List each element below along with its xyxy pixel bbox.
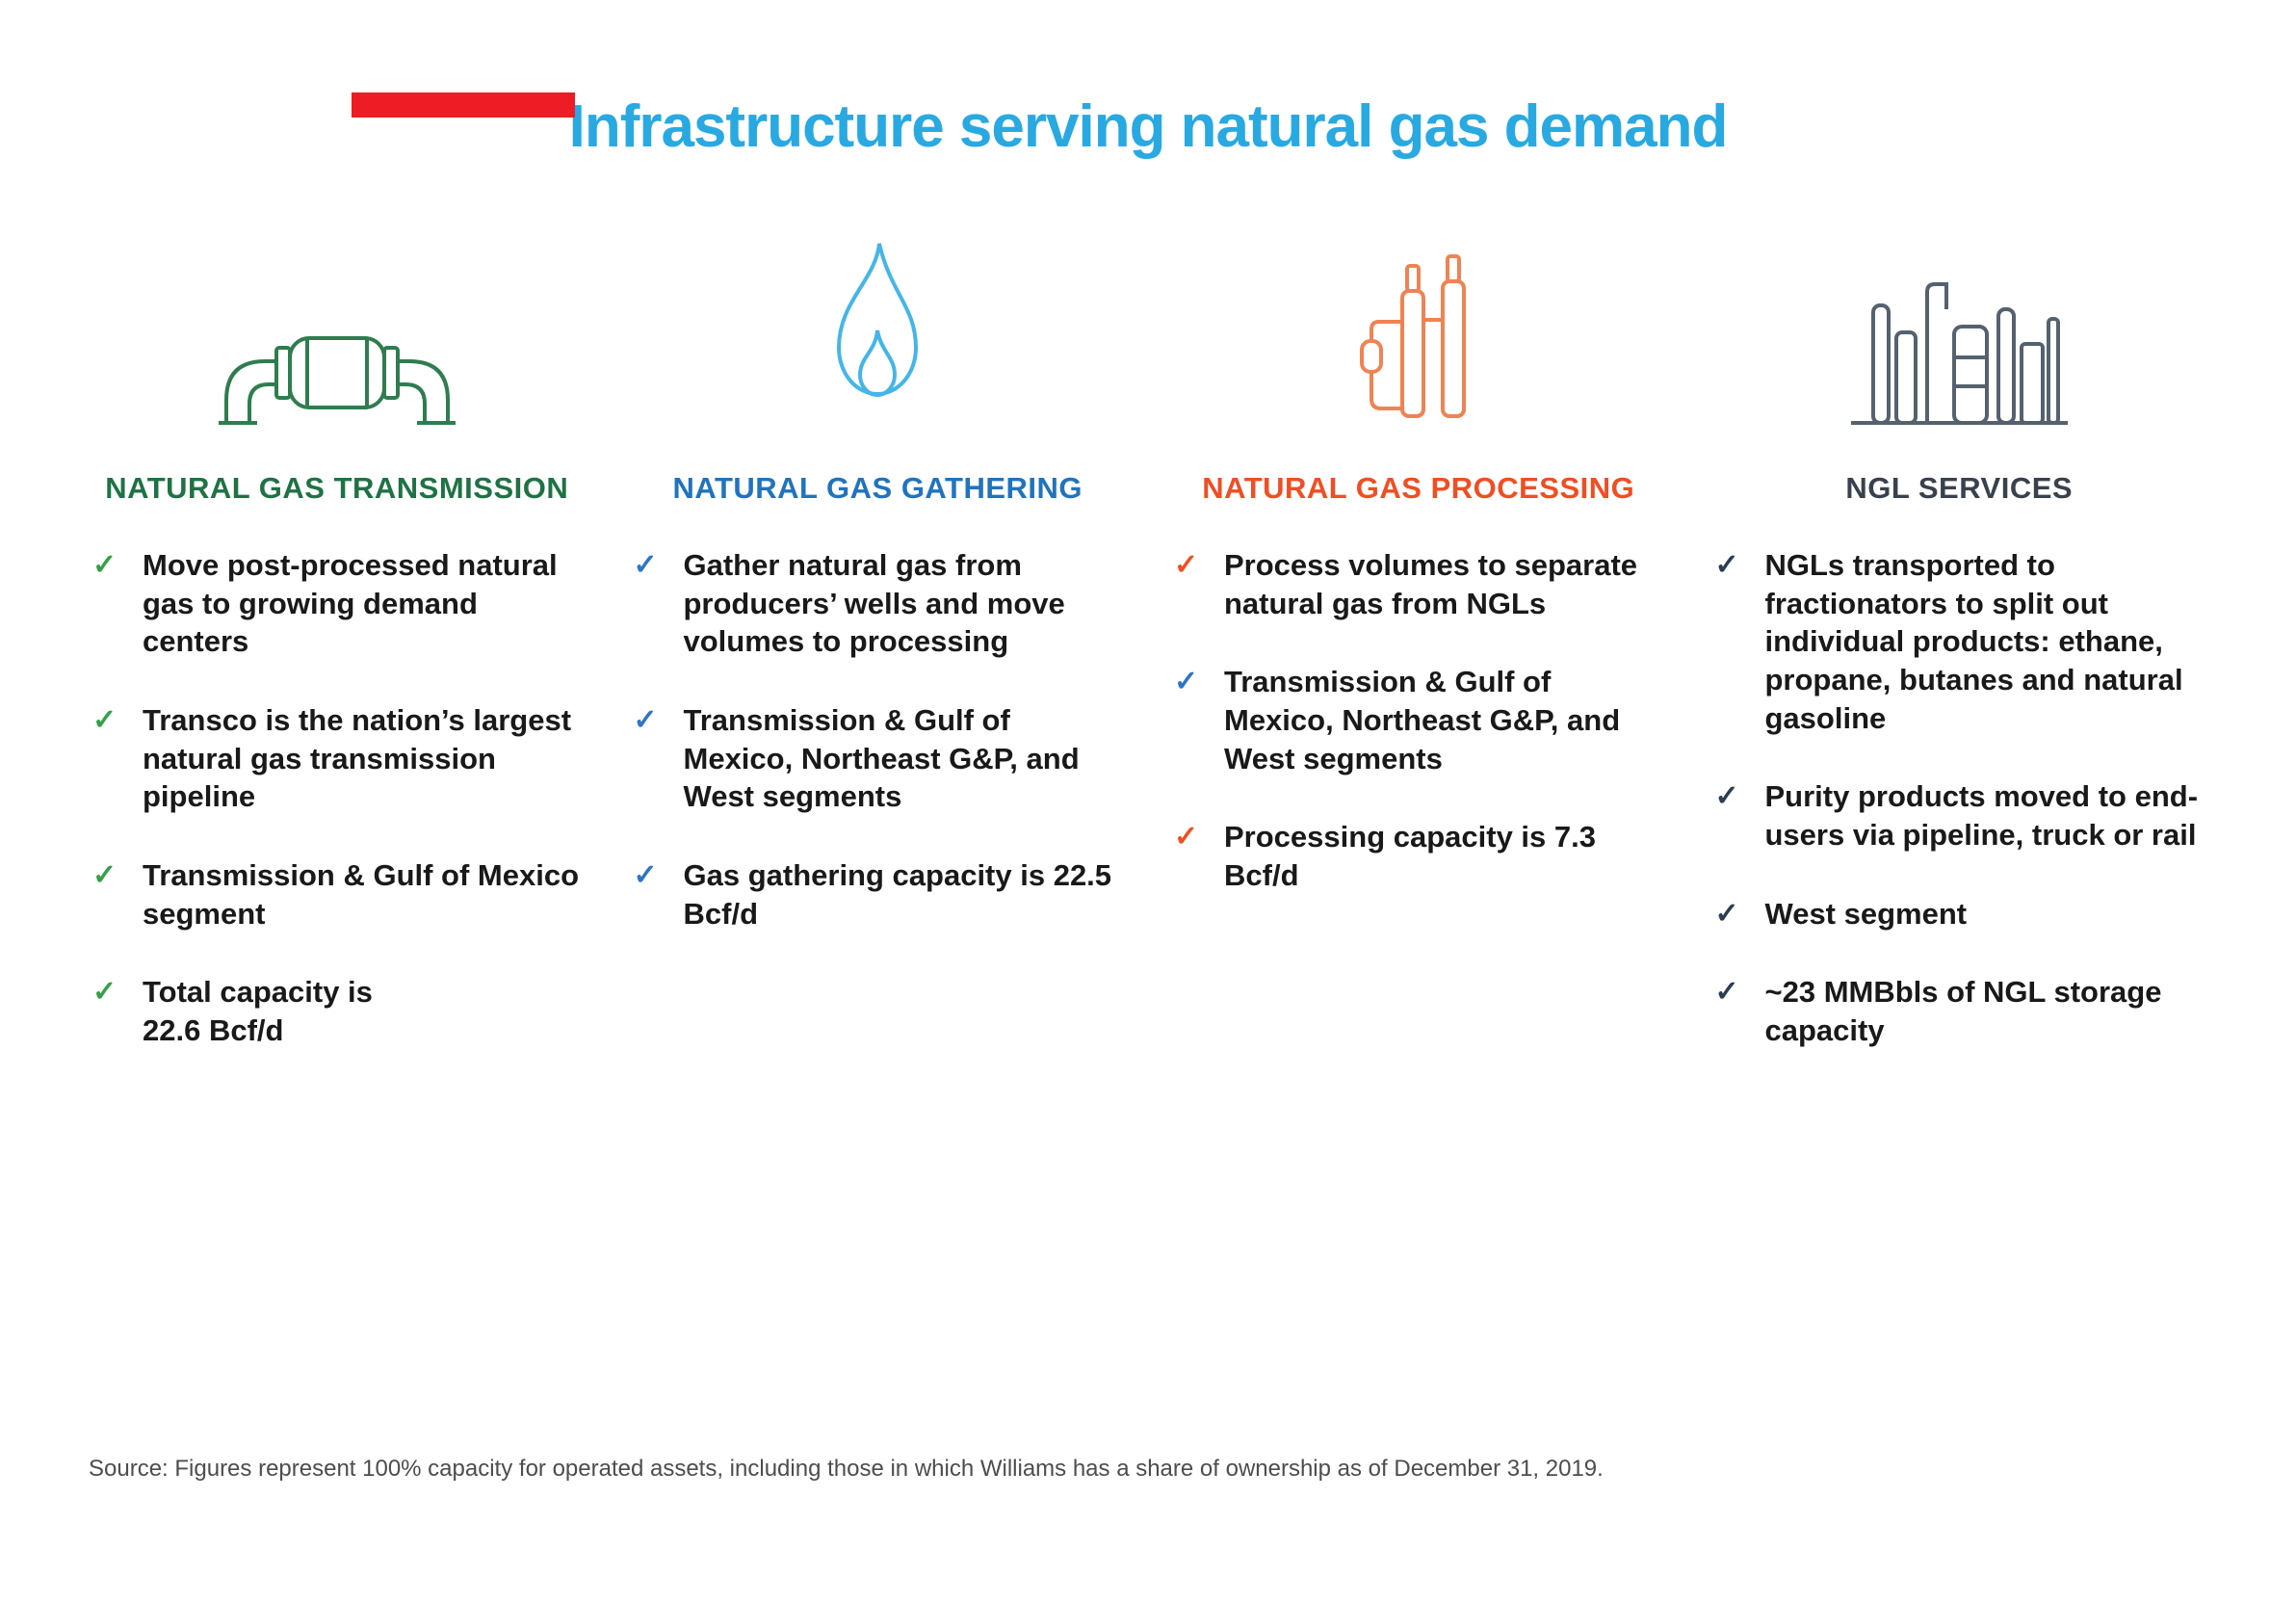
- column-heading: NATURAL GAS GATHERING: [672, 471, 1083, 505]
- check-icon: ✓: [1714, 897, 1739, 930]
- bullet-text: Processing capacity is 7.3 Bcf/d: [1224, 820, 1596, 893]
- bullet-item: ✓ Transmission & Gulf of Mexico, Northea…: [630, 701, 1127, 816]
- check-icon: ✓: [92, 704, 117, 737]
- bullet-item: ✓ NGLs transported to fractionators to s…: [1711, 546, 2208, 737]
- bullet-text: Total capacity is 22.6 Bcf/d: [143, 975, 373, 1048]
- check-icon: ✓: [633, 704, 658, 737]
- bullet-text: Move post-processed natural gas to growi…: [143, 548, 558, 659]
- bullet-text: Gather natural gas from producers’ wells…: [683, 548, 1065, 659]
- bullet-text: Transco is the nation’s largest natural …: [143, 703, 572, 814]
- bullet-item: ✓ Transco is the nation’s largest natura…: [89, 701, 586, 816]
- bullet-item: ✓ Gas gathering capacity is 22.5 Bcf/d: [630, 856, 1127, 933]
- check-icon: ✓: [1714, 976, 1739, 1009]
- bullet-text: Transmission & Gulf of Mexico, Northeast…: [1224, 665, 1621, 775]
- bullet-item: ✓ Purity products moved to end-users via…: [1711, 777, 2208, 854]
- check-icon: ✓: [92, 549, 117, 581]
- source-note: Source: Figures represent 100% capacity …: [89, 1456, 1604, 1482]
- column-heading: NATURAL GAS TRANSMISSION: [105, 471, 569, 505]
- column-natural-gas-transmission: NATURAL GAS TRANSMISSION ✓ Move post-pro…: [89, 199, 586, 1091]
- check-icon: ✓: [633, 549, 658, 581]
- bullet-text: NGLs transported to fractionators to spl…: [1764, 548, 2183, 735]
- bullet-text: ~23 MMBbls of NGL storage capacity: [1764, 975, 2162, 1048]
- check-icon: ✓: [92, 859, 117, 892]
- bullet-item: ✓ Process volumes to separate natural ga…: [1170, 546, 1667, 622]
- bullet-item: ✓ Gather natural gas from producers’ wel…: [630, 546, 1127, 661]
- processing-towers-icon: [1170, 199, 1667, 431]
- bullet-text: Process volumes to separate natural gas …: [1224, 548, 1638, 620]
- bullet-item: ✓ Transmission & Gulf of Mexico, Northea…: [1170, 663, 1667, 777]
- bullet-item: ✓ Move post-processed natural gas to gro…: [89, 546, 586, 661]
- column-heading: NGL SERVICES: [1845, 471, 2074, 505]
- page-title: Infrastructure serving natural gas deman…: [568, 93, 1729, 160]
- check-icon: ✓: [1174, 549, 1199, 581]
- bullet-item: ✓ ~23 MMBbls of NGL storage capacity: [1711, 973, 2208, 1049]
- pipeline-icon: [89, 199, 586, 431]
- bullet-text: Transmission & Gulf of Mexico, Northeast…: [683, 703, 1080, 814]
- bullet-text: Transmission & Gulf of Mexico segment: [143, 858, 580, 931]
- red-accent-bar: [352, 92, 575, 118]
- flame-icon: [630, 199, 1127, 431]
- check-icon: ✓: [1714, 549, 1739, 581]
- columns-container: NATURAL GAS TRANSMISSION ✓ Move post-pro…: [0, 199, 2296, 1091]
- bullet-text: Purity products moved to end-users via p…: [1764, 779, 2199, 853]
- bullet-item: ✓ Total capacity is 22.6 Bcf/d: [89, 973, 586, 1049]
- column-natural-gas-processing: NATURAL GAS PROCESSING ✓ Process volumes…: [1170, 199, 1667, 1091]
- column-ngl-services: NGL SERVICES ✓ NGLs transported to fract…: [1711, 199, 2208, 1091]
- check-icon: ✓: [1174, 821, 1199, 854]
- check-icon: ✓: [92, 976, 117, 1009]
- bullet-item: ✓ Transmission & Gulf of Mexico segment: [89, 856, 586, 933]
- check-icon: ✓: [1714, 780, 1739, 813]
- refinery-plant-icon: [1711, 199, 2208, 431]
- bullet-item: ✓ West segment: [1711, 895, 2208, 933]
- column-heading: NATURAL GAS PROCESSING: [1202, 471, 1635, 505]
- bullet-text: Gas gathering capacity is 22.5 Bcf/d: [683, 858, 1112, 931]
- check-icon: ✓: [1174, 666, 1199, 698]
- bullet-item: ✓ Processing capacity is 7.3 Bcf/d: [1170, 818, 1667, 894]
- bullet-text: West segment: [1764, 896, 1968, 931]
- column-natural-gas-gathering: NATURAL GAS GATHERING ✓ Gather natural g…: [630, 199, 1127, 1091]
- check-icon: ✓: [633, 859, 658, 892]
